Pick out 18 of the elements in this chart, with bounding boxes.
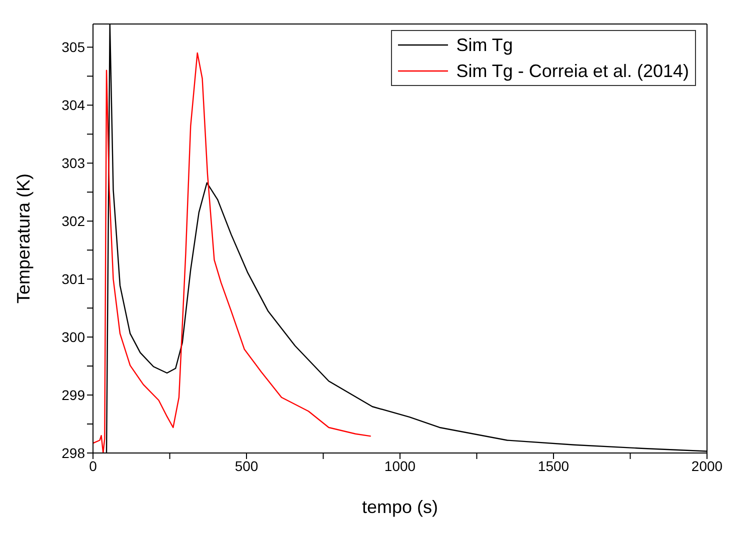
legend-label: Sim Tg - Correia et al. (2014) xyxy=(456,60,689,83)
x-tick-label: 500 xyxy=(234,458,258,474)
y-axis-title: Temperatura (K) xyxy=(13,173,34,304)
y-tick-label: 301 xyxy=(62,271,86,288)
y-tick-label: 302 xyxy=(62,213,86,230)
y-tick-label: 304 xyxy=(62,97,86,114)
y-tick-label: 300 xyxy=(62,329,86,346)
legend-label: Sim Tg xyxy=(456,34,513,57)
y-tick-label: 303 xyxy=(62,155,86,172)
x-tick-label: 1500 xyxy=(538,458,570,474)
y-tick-label: 299 xyxy=(62,386,86,403)
y-tick-label: 305 xyxy=(62,39,86,56)
x-tick-label: 0 xyxy=(89,458,98,474)
y-tick-label: 298 xyxy=(62,444,86,461)
line-series xyxy=(93,52,372,453)
x-axis-title: tempo (s) xyxy=(362,497,438,517)
x-tick-label: 2000 xyxy=(691,458,723,474)
x-tick-label: 1000 xyxy=(384,458,416,474)
